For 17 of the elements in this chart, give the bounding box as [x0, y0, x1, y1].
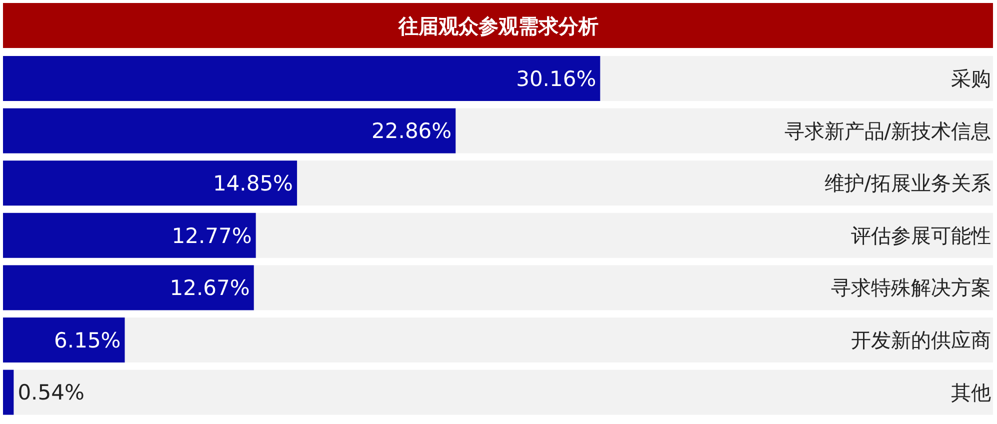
chart-title: 往届观众参观需求分析 [398, 14, 598, 38]
y-tick-label: 开发新的供应商 [851, 328, 991, 352]
y-tick-label: 评估参展可能性 [851, 223, 991, 248]
y-tick-label: 寻求新产品/新技术信息 [784, 118, 991, 143]
y-tick-label: 采购 [951, 66, 991, 90]
y-tick-label: 其他 [951, 380, 991, 404]
data-label: 22.86% [372, 119, 452, 144]
data-label: 14.85% [212, 171, 294, 196]
data-label: 12.77% [172, 224, 252, 248]
data-label: 6.15% [54, 328, 121, 352]
bar [3, 370, 14, 415]
y-tick-label: 寻求特殊解决方案 [831, 276, 991, 300]
data-label: 30.16% [516, 66, 596, 91]
data-label: 12.67% [170, 276, 250, 300]
data-label: 0.54% [18, 380, 84, 405]
y-tick-label: 维护/拓展业务关系 [824, 171, 991, 196]
bar [3, 318, 125, 362]
